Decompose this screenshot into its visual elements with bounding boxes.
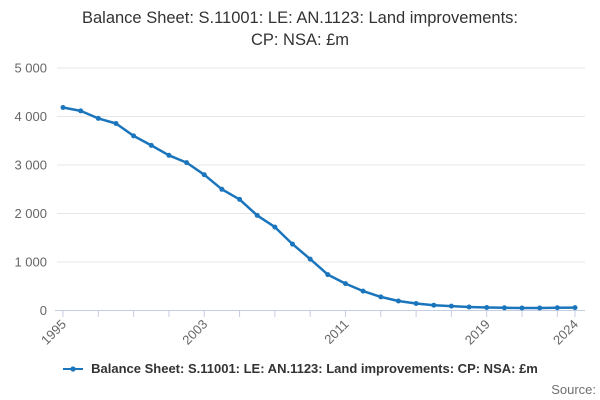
y-tick-label: 5 000 <box>14 61 47 76</box>
data-point-marker <box>343 281 348 287</box>
data-point-marker <box>519 305 525 311</box>
data-point-marker <box>254 212 260 218</box>
data-point-marker <box>325 272 331 278</box>
x-tick-label: 2024 <box>550 317 581 348</box>
data-point-marker <box>237 196 243 202</box>
y-tick-label: 4 000 <box>14 109 47 124</box>
data-point-marker <box>395 298 401 304</box>
data-point-marker <box>113 121 119 126</box>
legend-marker-dot <box>70 365 76 372</box>
data-point-marker <box>466 304 472 310</box>
data-point-marker <box>413 301 419 306</box>
data-point-marker <box>272 224 278 230</box>
x-tick-label: 2003 <box>179 317 210 348</box>
x-tick-label: 2011 <box>321 317 351 347</box>
y-tick-label: 2 000 <box>14 206 47 221</box>
data-point-marker <box>501 305 507 311</box>
data-point-marker <box>78 108 84 114</box>
chart-title-line2: CP: NSA: £m <box>250 31 350 49</box>
chart-title: Balance Sheet: S.11001: LE: AN.1123: Lan… <box>20 7 580 51</box>
data-point-marker <box>131 133 137 139</box>
source-label: Source: <box>551 382 596 397</box>
data-point-marker <box>484 305 490 310</box>
x-tick-label: 2019 <box>462 317 493 348</box>
data-point-marker <box>431 302 437 308</box>
chart-legend: Balance Sheet: S.11001: LE: AN.1123: Lan… <box>0 361 600 376</box>
data-point-marker <box>307 256 313 262</box>
data-point-marker <box>572 305 578 311</box>
data-point-marker <box>537 305 543 311</box>
data-point-marker <box>166 152 172 158</box>
data-line <box>61 106 577 310</box>
y-tick-label: 0 <box>40 303 47 318</box>
legend-line-marker-icon <box>63 365 84 372</box>
y-tick-label: 3 000 <box>14 158 47 173</box>
data-point-marker <box>184 160 190 166</box>
y-tick-label: 1 000 <box>14 255 47 270</box>
data-point-marker <box>201 172 207 178</box>
chart-title-line1: Balance Sheet: S.11001: LE: AN.1123: Lan… <box>81 9 518 27</box>
data-point-marker <box>60 105 66 110</box>
data-point-marker <box>95 115 101 121</box>
data-point-marker <box>448 303 454 309</box>
x-tick-label: 1995 <box>38 317 69 348</box>
data-point-marker <box>378 294 384 300</box>
data-point-marker <box>148 142 154 148</box>
data-point-marker <box>290 241 295 247</box>
data-point-marker <box>360 288 366 294</box>
data-point-marker <box>554 305 560 311</box>
legend-label: Balance Sheet: S.11001: LE: AN.1123: Lan… <box>91 361 538 376</box>
data-point-marker <box>219 186 225 192</box>
